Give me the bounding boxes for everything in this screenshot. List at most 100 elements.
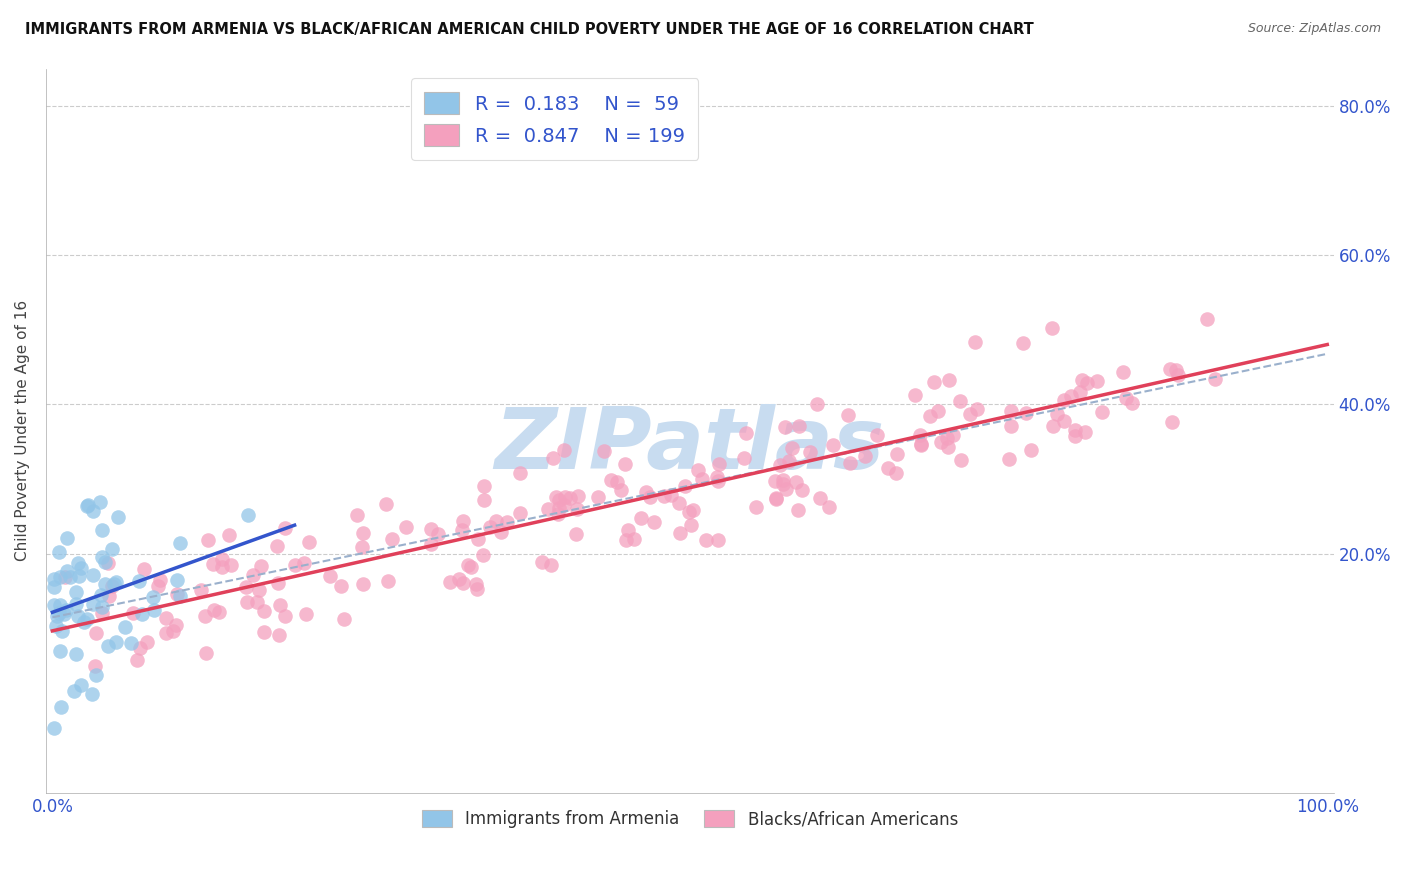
Point	[135, 634, 157, 648]
Point	[253, 604, 276, 618]
Point	[242, 567, 264, 582]
Point	[772, 476, 794, 491]
Point	[1112, 365, 1135, 379]
Point	[165, 618, 187, 632]
Point	[772, 473, 794, 487]
Point	[548, 493, 571, 508]
Point	[547, 507, 569, 521]
Point	[1091, 405, 1114, 419]
Point	[449, 572, 471, 586]
Point	[142, 591, 165, 605]
Point	[45, 609, 67, 624]
Point	[90, 588, 112, 602]
Point	[48, 607, 70, 621]
Point	[42, 572, 65, 586]
Point	[77, 498, 100, 512]
Point	[42, 722, 65, 736]
Point	[560, 491, 582, 505]
Point	[1115, 391, 1137, 405]
Point	[1046, 407, 1069, 421]
Point	[329, 579, 352, 593]
Point	[127, 653, 149, 667]
Point	[792, 483, 814, 497]
Point	[298, 534, 321, 549]
Point	[673, 478, 696, 492]
Point	[617, 523, 640, 537]
Point	[269, 628, 291, 642]
Point	[131, 607, 153, 621]
Point	[94, 577, 117, 591]
Text: Source: ZipAtlas.com: Source: ZipAtlas.com	[1247, 22, 1381, 36]
Point	[1121, 396, 1143, 410]
Point	[76, 612, 98, 626]
Point	[128, 574, 150, 588]
Point	[659, 488, 682, 502]
Point	[1064, 429, 1087, 443]
Point	[1166, 363, 1188, 377]
Point	[460, 560, 482, 574]
Point	[464, 576, 486, 591]
Point	[274, 521, 297, 535]
Point	[101, 541, 124, 556]
Point	[65, 647, 87, 661]
Point	[472, 492, 495, 507]
Point	[211, 551, 233, 566]
Point	[104, 635, 127, 649]
Point	[681, 517, 703, 532]
Point	[949, 393, 972, 408]
Point	[623, 532, 645, 546]
Point	[295, 607, 318, 622]
Point	[194, 609, 217, 624]
Point	[319, 569, 342, 583]
Point	[451, 523, 474, 537]
Point	[706, 533, 728, 548]
Point	[65, 585, 87, 599]
Point	[763, 474, 786, 488]
Point	[839, 457, 862, 471]
Point	[82, 568, 104, 582]
Point	[197, 533, 219, 548]
Point	[652, 489, 675, 503]
Point	[593, 444, 616, 458]
Point	[48, 545, 70, 559]
Point	[83, 658, 105, 673]
Point	[84, 626, 107, 640]
Point	[155, 611, 177, 625]
Point	[1019, 442, 1042, 457]
Point	[744, 500, 766, 514]
Point	[202, 603, 225, 617]
Point	[938, 440, 960, 454]
Point	[253, 625, 276, 640]
Point	[668, 496, 690, 510]
Y-axis label: Child Poverty Under the Age of 16: Child Poverty Under the Age of 16	[15, 300, 30, 561]
Point	[80, 687, 103, 701]
Point	[554, 490, 576, 504]
Point	[775, 420, 797, 434]
Point	[467, 533, 489, 547]
Point	[97, 640, 120, 654]
Point	[1159, 362, 1181, 376]
Point	[166, 573, 188, 587]
Point	[352, 525, 374, 540]
Point	[346, 508, 368, 522]
Point	[84, 668, 107, 682]
Point	[959, 407, 981, 421]
Point	[59, 570, 82, 584]
Point	[806, 397, 828, 411]
Point	[599, 473, 621, 487]
Point	[567, 489, 589, 503]
Point	[419, 522, 441, 536]
Point	[780, 441, 803, 455]
Text: IMMIGRANTS FROM ARMENIA VS BLACK/AFRICAN AMERICAN CHILD POVERTY UNDER THE AGE OF: IMMIGRANTS FROM ARMENIA VS BLACK/AFRICAN…	[25, 22, 1033, 37]
Point	[352, 541, 374, 555]
Point	[678, 505, 700, 519]
Point	[613, 457, 636, 471]
Point	[44, 598, 66, 612]
Point	[169, 535, 191, 549]
Point	[472, 479, 495, 493]
Point	[669, 526, 692, 541]
Point	[997, 451, 1019, 466]
Point	[107, 510, 129, 524]
Text: ZIPatlas: ZIPatlas	[495, 403, 884, 486]
Point	[938, 373, 960, 387]
